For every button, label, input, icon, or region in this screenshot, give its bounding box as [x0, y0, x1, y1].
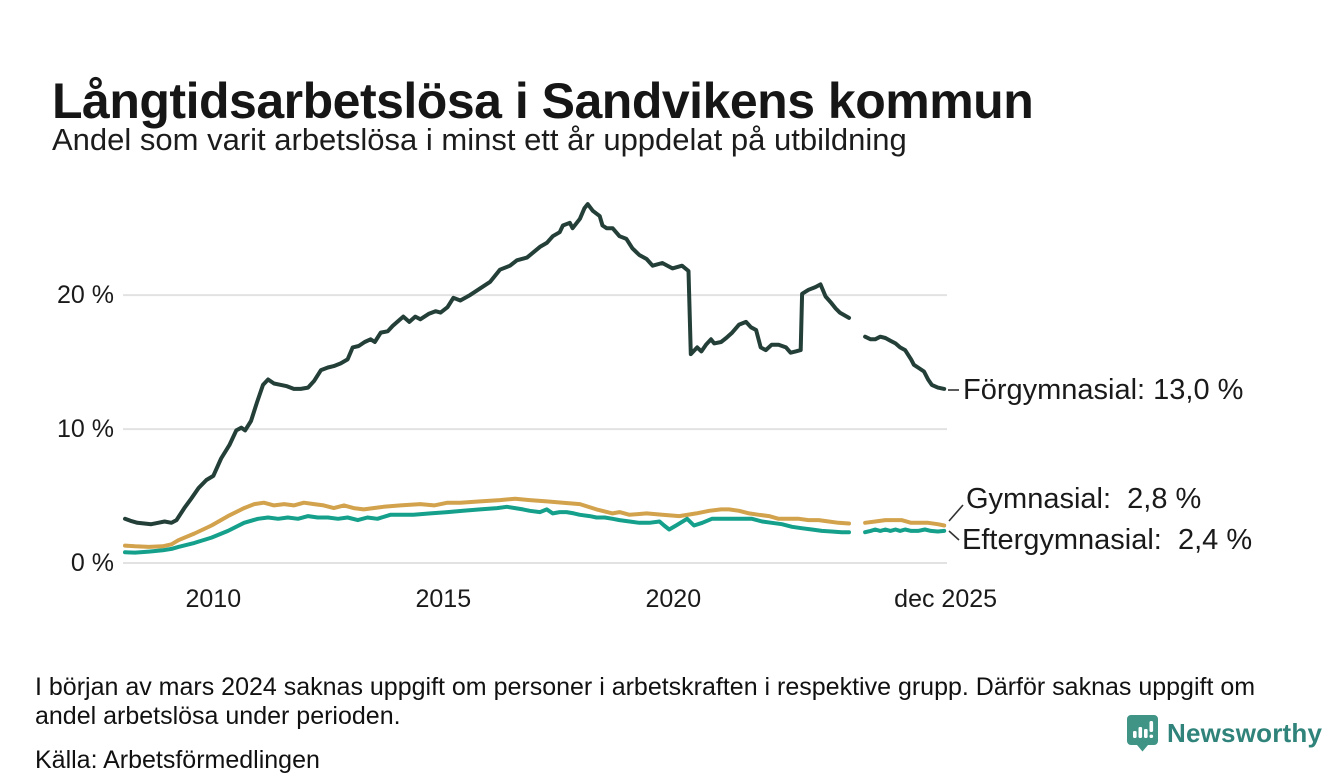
newsworthy-logo: Newsworthy — [1126, 714, 1322, 752]
source-text: Källa: Arbetsförmedlingen — [35, 746, 320, 774]
series-end-label-forgymnasial: Förgymnasial: 13,0 % — [963, 374, 1244, 406]
bar-medium — [1138, 727, 1143, 738]
bar-tall — [1144, 729, 1148, 738]
series-end-label-eftergymnasial: Eftergymnasial: 2,4 % — [962, 524, 1253, 556]
chart-subtitle: Andel som varit arbetslösa i minst ett å… — [52, 122, 907, 157]
y-tick-label: 20 % — [57, 281, 114, 310]
speech-bubble-shape — [1127, 715, 1158, 752]
series-line-gymnasial — [863, 518, 947, 528]
series-line-gymnasial — [123, 496, 851, 549]
chart-title: Långtidsarbetslösa i Sandvikens kommun — [52, 72, 1034, 129]
x-tick-label: 2015 — [415, 585, 472, 613]
series-line-förgymnasial — [123, 202, 851, 527]
x-tick-label: 2010 — [185, 585, 242, 613]
series-end-label-gymnasial: Gymnasial: 2,8 % — [966, 483, 1202, 515]
x-tick-label: dec 2025 — [894, 585, 998, 613]
series-line-förgymnasial — [863, 334, 947, 391]
series-line-eftergymnasial — [863, 527, 947, 535]
series-line-eftergymnasial — [123, 504, 851, 555]
label-connector-line — [948, 504, 964, 522]
exclamation-dot — [1149, 734, 1154, 738]
y-tick-label: 0 % — [70, 549, 114, 577]
y-tick-label: 10 % — [57, 415, 114, 444]
x-tick-label: 2020 — [645, 585, 702, 613]
newsworthy-logo-icon — [1127, 715, 1158, 752]
newsworthy-logo-text: Newsworthy — [1167, 717, 1323, 748]
footnote: I början av mars 2024 saknas uppgift om … — [35, 673, 1256, 730]
bar-small — [1133, 731, 1137, 738]
label-connector-line — [948, 530, 960, 541]
exclamation-bar — [1149, 721, 1154, 732]
